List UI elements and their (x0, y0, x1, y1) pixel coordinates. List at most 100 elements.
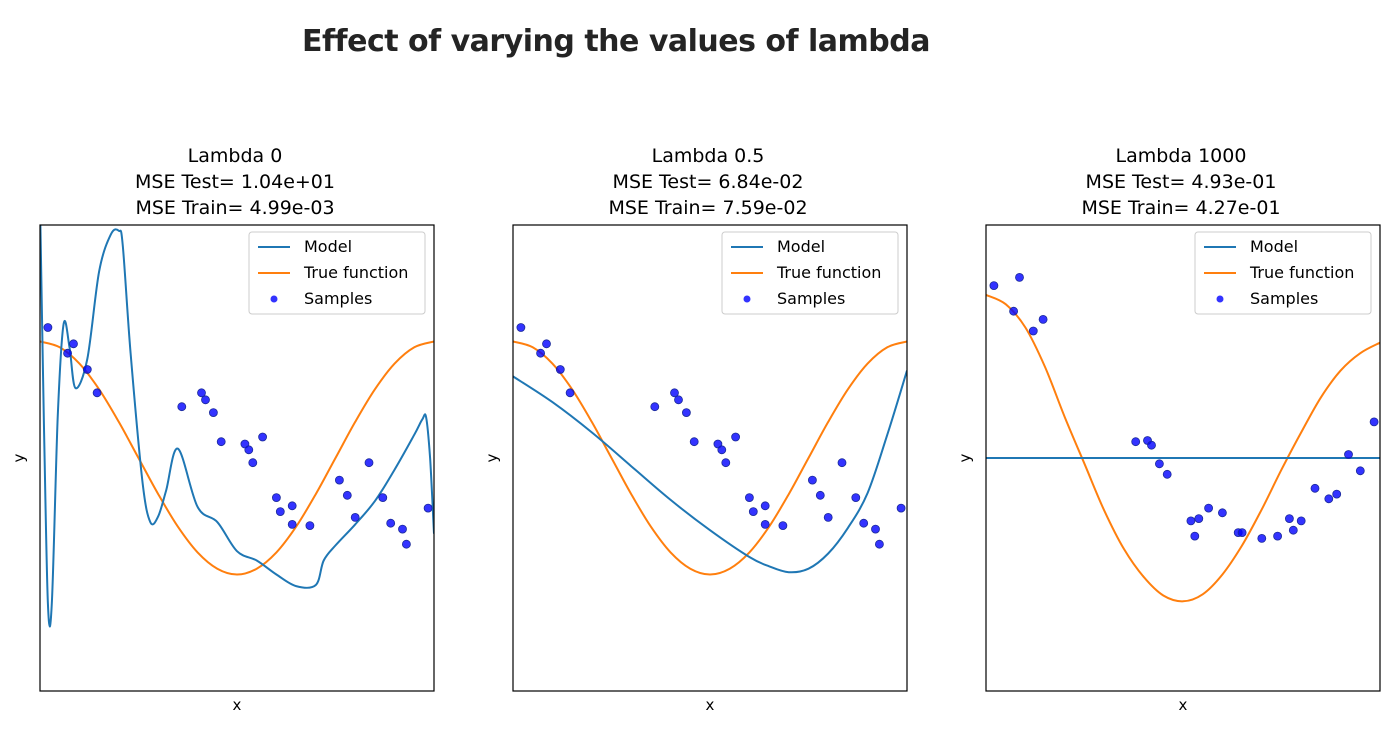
sample-point (177, 402, 187, 412)
sample-point (681, 408, 691, 418)
sample-point (748, 507, 758, 517)
legend-samples-label: Samples (1250, 289, 1318, 308)
sample-point (258, 432, 268, 442)
sample-point (721, 458, 731, 468)
legend-box (1194, 231, 1372, 315)
sample-point (1217, 508, 1227, 518)
sample-point (1284, 514, 1294, 524)
legend-box (248, 231, 426, 315)
plot-area (513, 323, 907, 576)
sample-point (82, 365, 92, 374)
sample-point (216, 437, 226, 447)
chart-panel-lambda-0: Lambda 0 MSE Test= 1.04e+01 MSE Train= 4… (10, 145, 435, 714)
chart-panel-lambda-0.5: Lambda 0.5 MSE Test= 6.84e-02 MSE Train=… (483, 145, 908, 714)
sample-point (874, 539, 884, 549)
panel-title-line-1: Lambda 0 (188, 145, 283, 167)
sample-point (778, 521, 788, 531)
sample-point (1344, 450, 1353, 459)
legend-samples-swatch (1216, 295, 1224, 303)
sample-point (674, 395, 683, 405)
sample-point (1296, 516, 1306, 526)
model-line (513, 370, 907, 574)
sample-point (837, 458, 847, 468)
sample-point (859, 518, 869, 528)
sample-point (1147, 440, 1156, 450)
sample-point (398, 524, 407, 534)
sample-point (1186, 516, 1196, 526)
sample-point (731, 432, 741, 442)
panel-title-line-1: Lambda 0.5 (652, 145, 765, 167)
sample-point (1257, 533, 1267, 543)
sample-point (555, 365, 565, 374)
legend-samples-label: Samples (304, 289, 372, 308)
sample-point (197, 388, 206, 398)
sample-point (201, 395, 210, 405)
legend: Model True function Samples (1194, 231, 1372, 315)
legend-samples-swatch (270, 295, 278, 303)
plot-frame (512, 224, 908, 692)
chart-panel-lambda-1000: Lambda 1000 MSE Test= 4.93e-01 MSE Train… (956, 145, 1381, 714)
sample-point (989, 281, 999, 291)
legend-samples-swatch (743, 295, 751, 303)
legend: Model True function Samples (248, 231, 426, 315)
sample-point (287, 501, 297, 511)
sample-point (364, 458, 374, 468)
x-axis-label: x (233, 696, 242, 714)
sample-point (423, 503, 433, 513)
sample-point (92, 388, 102, 398)
sample-point (516, 323, 526, 332)
sample-point (1038, 314, 1048, 324)
sample-point (350, 512, 360, 522)
legend-model-label: Model (777, 237, 825, 256)
sample-point (69, 339, 78, 349)
panel-title-line-3: MSE Train= 7.59e-02 (608, 197, 807, 219)
sample-point (287, 519, 297, 529)
sample-point (689, 437, 699, 447)
sample-point (1009, 306, 1018, 316)
model-line (40, 225, 434, 628)
sample-point (1288, 525, 1298, 535)
true-function-line (40, 340, 434, 576)
sample-point (208, 408, 218, 418)
sample-point (1369, 417, 1379, 427)
x-axis-label: x (706, 696, 715, 714)
legend: Model True function Samples (721, 231, 899, 315)
legend-true-function-label: True function (776, 263, 881, 282)
sample-point (744, 493, 754, 503)
x-axis-label: x (1179, 696, 1188, 714)
sample-point (1324, 494, 1334, 504)
sample-point (760, 501, 770, 511)
true-function-line (986, 293, 1380, 603)
sample-point (760, 519, 770, 529)
page-heading: Effect of varying the values of lambda (302, 24, 931, 59)
legend-samples-label: Samples (777, 289, 845, 308)
sample-point (334, 475, 344, 485)
sample-point (1355, 466, 1365, 476)
sample-point (1194, 514, 1204, 524)
sample-point (63, 348, 72, 358)
panel-title-line-2: MSE Test= 1.04e+01 (135, 171, 335, 193)
sample-point (815, 490, 825, 500)
sample-point (342, 490, 352, 500)
sample-point (1310, 483, 1320, 493)
sample-point (271, 493, 281, 503)
sample-point (275, 507, 285, 517)
sample-point (1028, 326, 1038, 336)
sample-point (896, 503, 906, 513)
plot-frame (985, 224, 1381, 692)
sample-point (542, 339, 551, 349)
true-function-line (513, 340, 907, 576)
sample-point (43, 323, 53, 332)
sample-point (248, 458, 258, 468)
sample-point (1332, 489, 1342, 499)
plot-area (986, 272, 1380, 603)
sample-point (378, 493, 388, 503)
y-axis-label: y (483, 453, 501, 462)
sample-point (305, 521, 315, 531)
sample-point (1162, 469, 1172, 479)
sample-point (1273, 531, 1283, 541)
sample-point (1190, 531, 1200, 541)
panel-title-line-2: MSE Test= 6.84e-02 (613, 171, 804, 193)
sample-point (386, 518, 396, 528)
panel-title-line-3: MSE Train= 4.99e-03 (135, 197, 334, 219)
